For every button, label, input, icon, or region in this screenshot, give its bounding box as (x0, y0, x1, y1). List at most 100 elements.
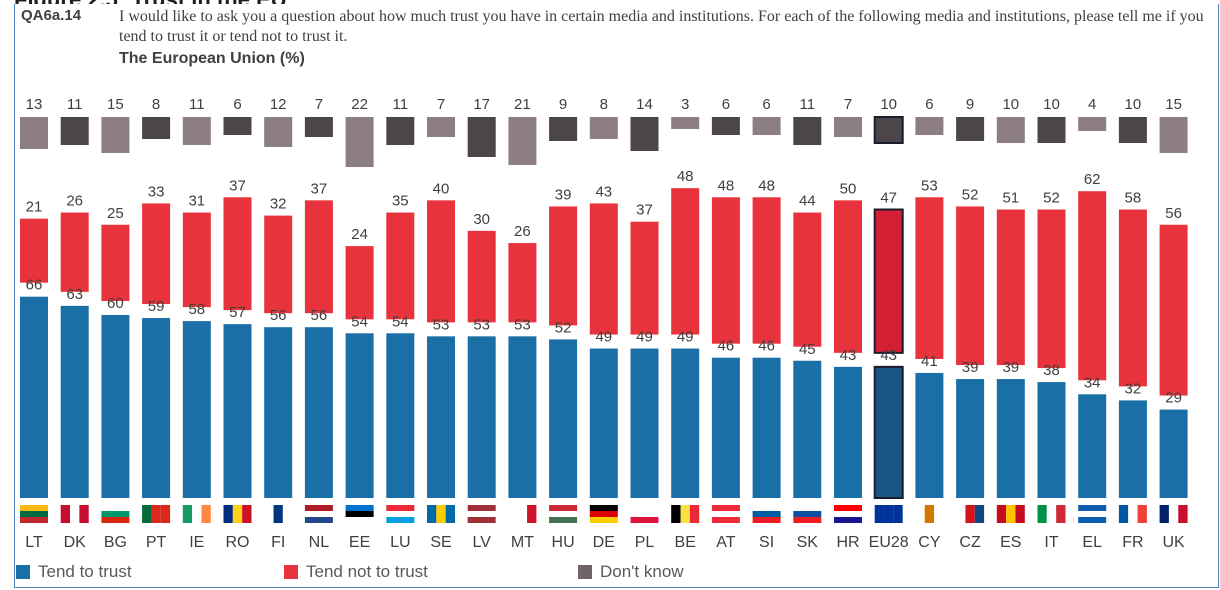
trust-bar (873, 365, 904, 499)
trust-bar (60, 305, 89, 498)
eu-flag-icon (874, 505, 903, 523)
dont-know-value-label: 12 (270, 96, 287, 113)
country-label: EE (349, 534, 370, 551)
trust-value-label: 34 (1084, 374, 1101, 391)
dont-know-value-label: 3 (681, 96, 689, 113)
trust-value-label: 54 (351, 313, 368, 330)
trust-bar (711, 357, 740, 498)
not-trust-value-label: 48 (718, 177, 735, 194)
lv-flag-icon (467, 505, 496, 523)
trust-bar (20, 296, 48, 498)
not-trust-value-label: 51 (1002, 190, 1019, 207)
dont-know-bar (508, 117, 537, 165)
not-trust-value-label: 37 (311, 180, 328, 197)
pt-flag-icon (142, 505, 171, 523)
not-trust-bar (549, 206, 578, 326)
not-trust-value-label: 32 (270, 196, 287, 213)
trust-value-label: 32 (1125, 380, 1142, 397)
trust-value-label: 46 (758, 338, 775, 355)
country-label: NL (309, 534, 330, 551)
trust-value-label: 39 (962, 359, 979, 376)
not-trust-bar (1037, 209, 1066, 369)
not-trust-value-label: 21 (26, 199, 43, 216)
dont-know-value-label: 9 (966, 96, 974, 113)
dont-know-value-label: 6 (233, 96, 241, 113)
dont-know-bar (142, 117, 171, 139)
dont-know-value-label: 14 (636, 96, 653, 113)
not-trust-value-label: 43 (595, 183, 612, 200)
not-trust-bar (142, 203, 171, 305)
country-label: BE (675, 534, 696, 551)
dont-know-bar (386, 117, 415, 145)
country-label: SK (797, 534, 819, 551)
legend-swatch-trust (16, 565, 30, 579)
country-label: FR (1122, 534, 1143, 551)
trust-bar (996, 379, 1025, 498)
dont-know-bar (1037, 117, 1066, 143)
trust-bar (142, 318, 171, 498)
dont-know-value-label: 8 (152, 96, 160, 113)
not-trust-value-label: 48 (677, 168, 694, 185)
country-label: DE (593, 534, 615, 551)
trust-bar (589, 348, 618, 498)
trust-value-label: 58 (188, 301, 205, 318)
trust-value-label: 54 (392, 313, 409, 330)
dont-know-value-label: 17 (473, 96, 490, 113)
dont-know-value-label: 13 (26, 96, 43, 113)
trust-value-label: 52 (555, 319, 572, 336)
trust-bar (793, 360, 822, 498)
not-trust-value-label: 25 (107, 205, 124, 222)
not-trust-value-label: 52 (1043, 190, 1060, 207)
not-trust-bar (20, 218, 48, 283)
hu-flag-icon (549, 505, 578, 523)
legend-label-not-trust: Tend not to trust (306, 562, 428, 581)
not-trust-bar (671, 188, 700, 335)
not-trust-value-label: 24 (351, 226, 368, 243)
country-label: LU (390, 534, 410, 551)
not-trust-value-label: 31 (188, 193, 205, 210)
trust-value-label: 38 (1043, 362, 1060, 379)
dont-know-value-label: 7 (437, 96, 445, 113)
country-label: HR (836, 534, 859, 551)
dont-know-bar (793, 117, 822, 145)
country-label: LV (473, 534, 492, 551)
trust-value-label: 46 (718, 338, 735, 355)
country-label: SI (759, 534, 774, 551)
mt-flag-icon (508, 505, 537, 523)
trust-value-label: 49 (595, 329, 612, 346)
country-label: PT (146, 534, 167, 551)
trust-value-label: 29 (1165, 390, 1182, 407)
dk-flag-icon (60, 505, 89, 523)
trust-bar (915, 372, 944, 498)
not-trust-value-label: 37 (636, 202, 653, 219)
trust-value-label: 53 (514, 316, 531, 333)
chart-subtitle: The European Union (%) (119, 50, 305, 67)
not-trust-bar (752, 197, 781, 344)
dont-know-value-label: 4 (1088, 96, 1096, 113)
not-trust-bar (996, 209, 1025, 366)
not-trust-bar (1118, 209, 1147, 387)
trust-bar (223, 324, 252, 498)
ee-flag-icon (345, 505, 374, 523)
not-trust-value-label: 30 (473, 211, 490, 228)
not-trust-bar (467, 230, 496, 323)
legend-item-not-trust: Tend not to trust (284, 562, 428, 582)
trust-value-label: 43 (840, 347, 857, 364)
dont-know-bar (182, 117, 211, 145)
lu-flag-icon (386, 505, 415, 523)
not-trust-value-label: 39 (555, 186, 572, 203)
dont-know-bar (752, 117, 781, 135)
trust-bar (1159, 409, 1188, 498)
not-trust-value-label: 62 (1084, 171, 1101, 188)
dont-know-value-label: 15 (107, 96, 124, 113)
legend-item-dont-know: Don't know (578, 562, 684, 582)
dont-know-bar (834, 117, 862, 137)
at-flag-icon (711, 505, 740, 523)
trust-value-label: 43 (880, 347, 897, 364)
not-trust-bar (264, 215, 293, 314)
country-label: BG (104, 534, 127, 551)
legend-swatch-dont-know (578, 565, 592, 579)
dont-know-value-label: 6 (722, 96, 730, 113)
trust-bar (345, 333, 374, 498)
fi-flag-icon (264, 505, 293, 523)
